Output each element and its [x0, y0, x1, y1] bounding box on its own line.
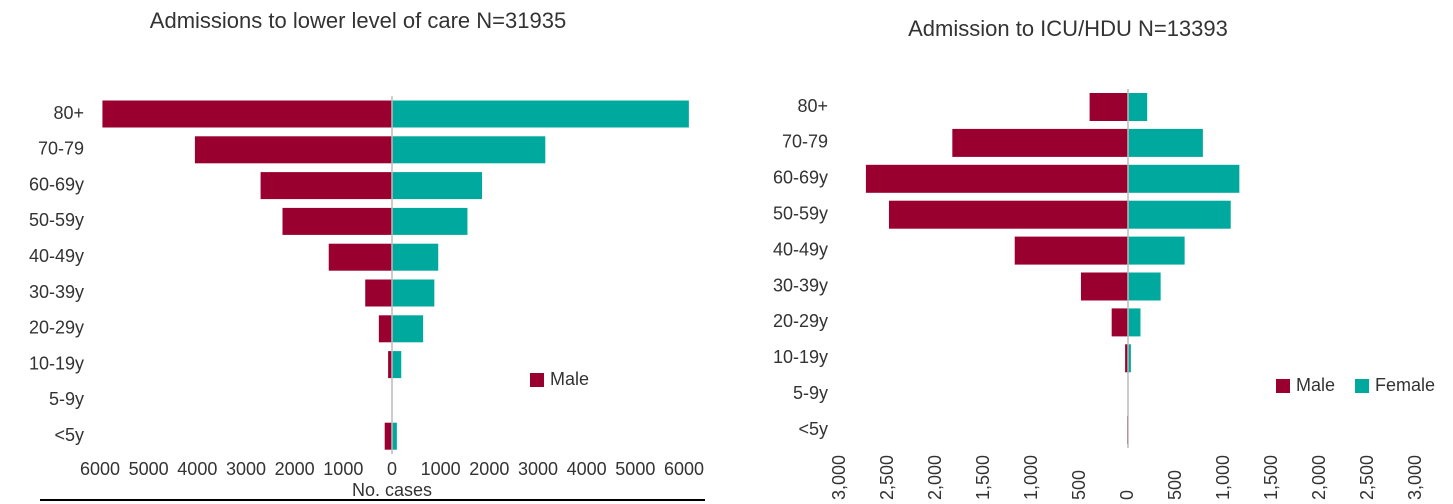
- bar: [392, 136, 546, 164]
- bar: [392, 100, 689, 128]
- bar: [1125, 344, 1128, 373]
- x-tick-label: 5000: [129, 459, 169, 479]
- bar: [888, 200, 1128, 229]
- bar: [392, 422, 397, 450]
- category-label: 70-79: [38, 139, 84, 159]
- bar: [1080, 272, 1128, 301]
- x-tick-label: 6000: [664, 459, 704, 479]
- bar: [392, 243, 439, 271]
- bar: [392, 315, 424, 343]
- bar: [952, 128, 1128, 157]
- category-label: 30-39y: [29, 282, 84, 302]
- category-label: 50-59y: [29, 210, 84, 230]
- x-tick-label: 2,500: [1357, 455, 1377, 500]
- bar: [1128, 93, 1148, 121]
- category-label: 80+: [53, 103, 84, 123]
- category-label: 70-79: [782, 132, 828, 152]
- category-label: 20-29y: [773, 311, 828, 331]
- bar: [1128, 164, 1240, 193]
- bar: [865, 164, 1128, 193]
- x-tick-label: 6000: [80, 459, 120, 479]
- x-tick-label: 500: [1165, 470, 1185, 500]
- category-label: 60-69y: [29, 174, 84, 194]
- chart-title: Admissions to lower level of care N=3193…: [150, 8, 566, 33]
- legend-swatch: [1276, 379, 1290, 393]
- bar: [1128, 200, 1231, 229]
- bar: [194, 136, 392, 164]
- x-tick-label: 1,000: [1213, 455, 1233, 500]
- x-tick-label: 2000: [469, 459, 509, 479]
- category-label: 5-9y: [49, 389, 84, 409]
- category-label: 20-29y: [29, 318, 84, 338]
- x-tick-label: 1,500: [973, 455, 993, 500]
- chart-title: Admission to ICU/HDU N=13393: [908, 16, 1228, 41]
- bar: [388, 351, 392, 379]
- x-tick-label: 2,000: [1309, 455, 1329, 500]
- legend-label: Male: [550, 369, 589, 389]
- x-tick-label: 3,000: [1405, 455, 1425, 500]
- category-label: 60-69y: [773, 168, 828, 188]
- category-label: 40-49y: [29, 246, 84, 266]
- category-label: 10-19y: [29, 353, 84, 373]
- bar: [1014, 236, 1128, 265]
- x-tick-label: 3,000: [829, 455, 849, 500]
- category-label: 5-9y: [793, 383, 828, 403]
- bar: [260, 172, 392, 200]
- category-label: 40-49y: [773, 239, 828, 259]
- x-tick-label: 500: [1069, 470, 1089, 500]
- x-tick-label: 1000: [421, 459, 461, 479]
- x-tick-label: 2,500: [877, 455, 897, 500]
- legend-label: Female: [1375, 375, 1435, 395]
- bar: [282, 207, 392, 235]
- bar: [365, 279, 392, 307]
- x-axis-label: No. cases: [352, 480, 432, 500]
- bar: [384, 422, 392, 450]
- legend-swatch: [530, 373, 544, 387]
- x-tick-label: 5000: [615, 459, 655, 479]
- legend-swatch: [1355, 379, 1370, 393]
- category-label: 10-19y: [773, 347, 828, 367]
- category-label: <5y: [798, 419, 828, 439]
- bar: [1128, 308, 1141, 337]
- bar: [378, 315, 392, 343]
- x-tick-label: 2000: [275, 459, 315, 479]
- x-tick-label: 1,500: [1261, 455, 1281, 500]
- bar: [392, 172, 483, 200]
- bar: [328, 243, 392, 271]
- bar: [392, 279, 435, 307]
- x-tick-label: 1000: [323, 459, 363, 479]
- legend-label: Male: [1296, 375, 1335, 395]
- bar: [1089, 93, 1128, 121]
- x-tick-label: 2,000: [925, 455, 945, 500]
- x-tick-label: 0: [1117, 490, 1137, 500]
- bar: [392, 207, 468, 235]
- category-label: 30-39y: [773, 275, 828, 295]
- x-tick-label: 1,000: [1021, 455, 1041, 500]
- x-tick-label: 3000: [518, 459, 558, 479]
- bar: [102, 100, 392, 128]
- x-tick-label: 0: [387, 459, 397, 479]
- bar: [1111, 308, 1128, 337]
- category-label: 50-59y: [773, 203, 828, 223]
- x-tick-label: 4000: [177, 459, 217, 479]
- bar: [1128, 344, 1131, 373]
- bar: [1128, 236, 1185, 265]
- bar: [1128, 272, 1161, 301]
- x-tick-label: 4000: [567, 459, 607, 479]
- bar: [392, 351, 402, 379]
- category-label: 80+: [797, 96, 828, 116]
- bar: [1128, 128, 1203, 157]
- x-tick-label: 3000: [226, 459, 266, 479]
- category-label: <5y: [54, 425, 84, 445]
